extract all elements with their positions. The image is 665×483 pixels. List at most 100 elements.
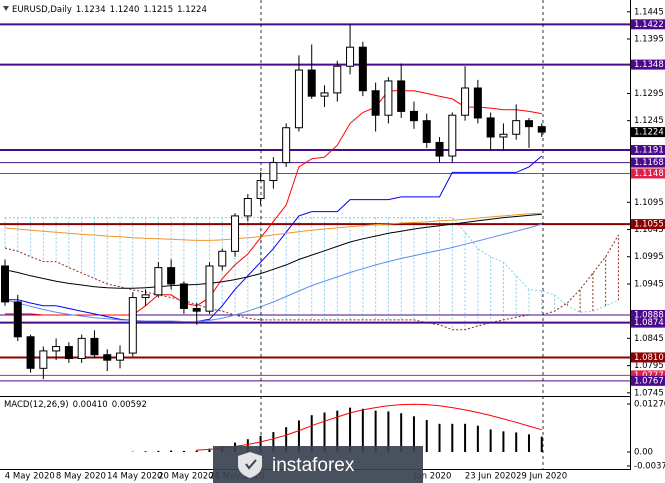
candle-body xyxy=(128,297,137,354)
level-label: 1.0767 xyxy=(634,376,664,386)
level-label-box xyxy=(631,59,665,70)
level-label: 1.0888 xyxy=(634,310,664,320)
y-tick-label: 1.0745 xyxy=(634,388,664,398)
plot-layer xyxy=(0,23,630,453)
candle-body xyxy=(90,337,99,356)
x-tick-label: Jun 2020 xyxy=(413,472,452,482)
candle-body xyxy=(141,294,150,299)
level-label-box xyxy=(631,352,665,363)
macd-y-tick-label: 0.01276 xyxy=(634,400,665,410)
y-tick-label: 1.1445 xyxy=(634,7,664,17)
x-tick-label: 4 May 2020 xyxy=(5,472,55,482)
level-label: 1.1348 xyxy=(634,60,664,70)
macd-value: 0.00410 xyxy=(73,400,108,410)
candle-body xyxy=(358,46,367,92)
candle-body xyxy=(435,141,444,157)
level-label: 1.1191 xyxy=(634,146,664,156)
candle-body xyxy=(461,87,470,116)
candle-body xyxy=(39,350,48,369)
candle-body xyxy=(243,198,252,217)
x-tick-label: 14 May 2020 xyxy=(107,472,162,482)
level-label-box xyxy=(631,375,665,386)
header-icon xyxy=(3,6,9,11)
watermark-text: instaforex xyxy=(272,455,355,476)
candle-body xyxy=(307,69,316,97)
candle-body xyxy=(13,301,22,338)
candle-body xyxy=(448,114,457,157)
candle-body xyxy=(499,133,508,138)
candle-body xyxy=(409,110,418,122)
y-tick-label: 1.1045 xyxy=(634,225,664,235)
indicator-line xyxy=(4,213,542,289)
current-price-box xyxy=(631,127,665,138)
macd-title: MACD(12,26,9) xyxy=(4,400,69,410)
candle-body xyxy=(103,354,112,361)
level-label-box xyxy=(631,19,665,30)
candle-body xyxy=(192,307,201,312)
indicator-line xyxy=(5,155,543,322)
macd-y-tick-label: 0.00 xyxy=(634,448,653,458)
y-tick-label: 1.0795 xyxy=(634,361,664,371)
x-tick-label: 20 May 2020 xyxy=(158,472,213,482)
level-label: 1.1168 xyxy=(634,158,664,168)
watermark-icon xyxy=(238,452,262,478)
level-label-box xyxy=(631,317,665,328)
indicator-line xyxy=(4,212,542,241)
candle-body xyxy=(231,215,240,252)
candle-body xyxy=(537,126,546,133)
y-tick-label: 1.1395 xyxy=(634,35,664,45)
candle-body xyxy=(116,352,125,361)
candle-body xyxy=(282,127,291,164)
candle-body xyxy=(371,90,380,116)
candle-body xyxy=(473,87,482,119)
candle-body xyxy=(179,283,188,309)
header-value: 1.1234 xyxy=(76,5,106,15)
y-tick-label: 1.1245 xyxy=(634,116,664,126)
y-tick-label: 1.1295 xyxy=(634,89,664,99)
candle-body xyxy=(524,120,533,128)
y-tick-label: 1.1095 xyxy=(634,198,664,208)
candle-body xyxy=(384,80,393,116)
y-tick-label: 1.0845 xyxy=(634,334,664,344)
header-value: 1.1240 xyxy=(110,5,140,15)
candle-body xyxy=(346,46,355,67)
macd-value: 0.00592 xyxy=(112,400,147,410)
macd-signal xyxy=(196,403,542,451)
candle-body xyxy=(256,180,265,200)
cloud-span-b xyxy=(4,234,619,331)
y-tick-label: 1.0945 xyxy=(634,279,664,289)
level-label: 1.1422 xyxy=(634,20,664,30)
header-value: 1.1224 xyxy=(177,5,207,15)
candle-body xyxy=(77,337,86,360)
level-label: 1.0810 xyxy=(634,353,664,363)
candle-body xyxy=(1,265,9,303)
macd-header: MACD(12,26,9) 0.00410 0.00592 xyxy=(4,400,147,410)
candle-body xyxy=(26,336,35,369)
header: EURUSD,Daily 1.1234 1.1240 1.1215 1.1224 xyxy=(12,5,207,15)
candle-body xyxy=(486,117,495,138)
candle-body xyxy=(52,346,61,352)
level-label: 1.1055 xyxy=(634,220,664,230)
candle-body xyxy=(154,267,163,296)
y-tick-label: 1.0995 xyxy=(634,252,664,262)
level-label-box xyxy=(631,157,665,168)
candle-body xyxy=(422,120,431,143)
x-tick-label: 29 Jun 2020 xyxy=(516,472,567,482)
level-label-box xyxy=(631,309,665,320)
header-symbol: EURUSD,Daily xyxy=(12,5,72,15)
level-label-box xyxy=(631,219,665,230)
level-label-box xyxy=(631,145,665,156)
header-value: 1.1215 xyxy=(143,5,173,15)
level-label-box xyxy=(631,168,665,179)
candle-body xyxy=(294,69,303,129)
candle-body xyxy=(512,120,521,135)
candle-body xyxy=(333,65,342,94)
candle-body xyxy=(167,267,176,285)
candle-body xyxy=(397,80,406,112)
level-label: 1.0874 xyxy=(634,318,664,328)
indicator-line xyxy=(4,223,542,322)
